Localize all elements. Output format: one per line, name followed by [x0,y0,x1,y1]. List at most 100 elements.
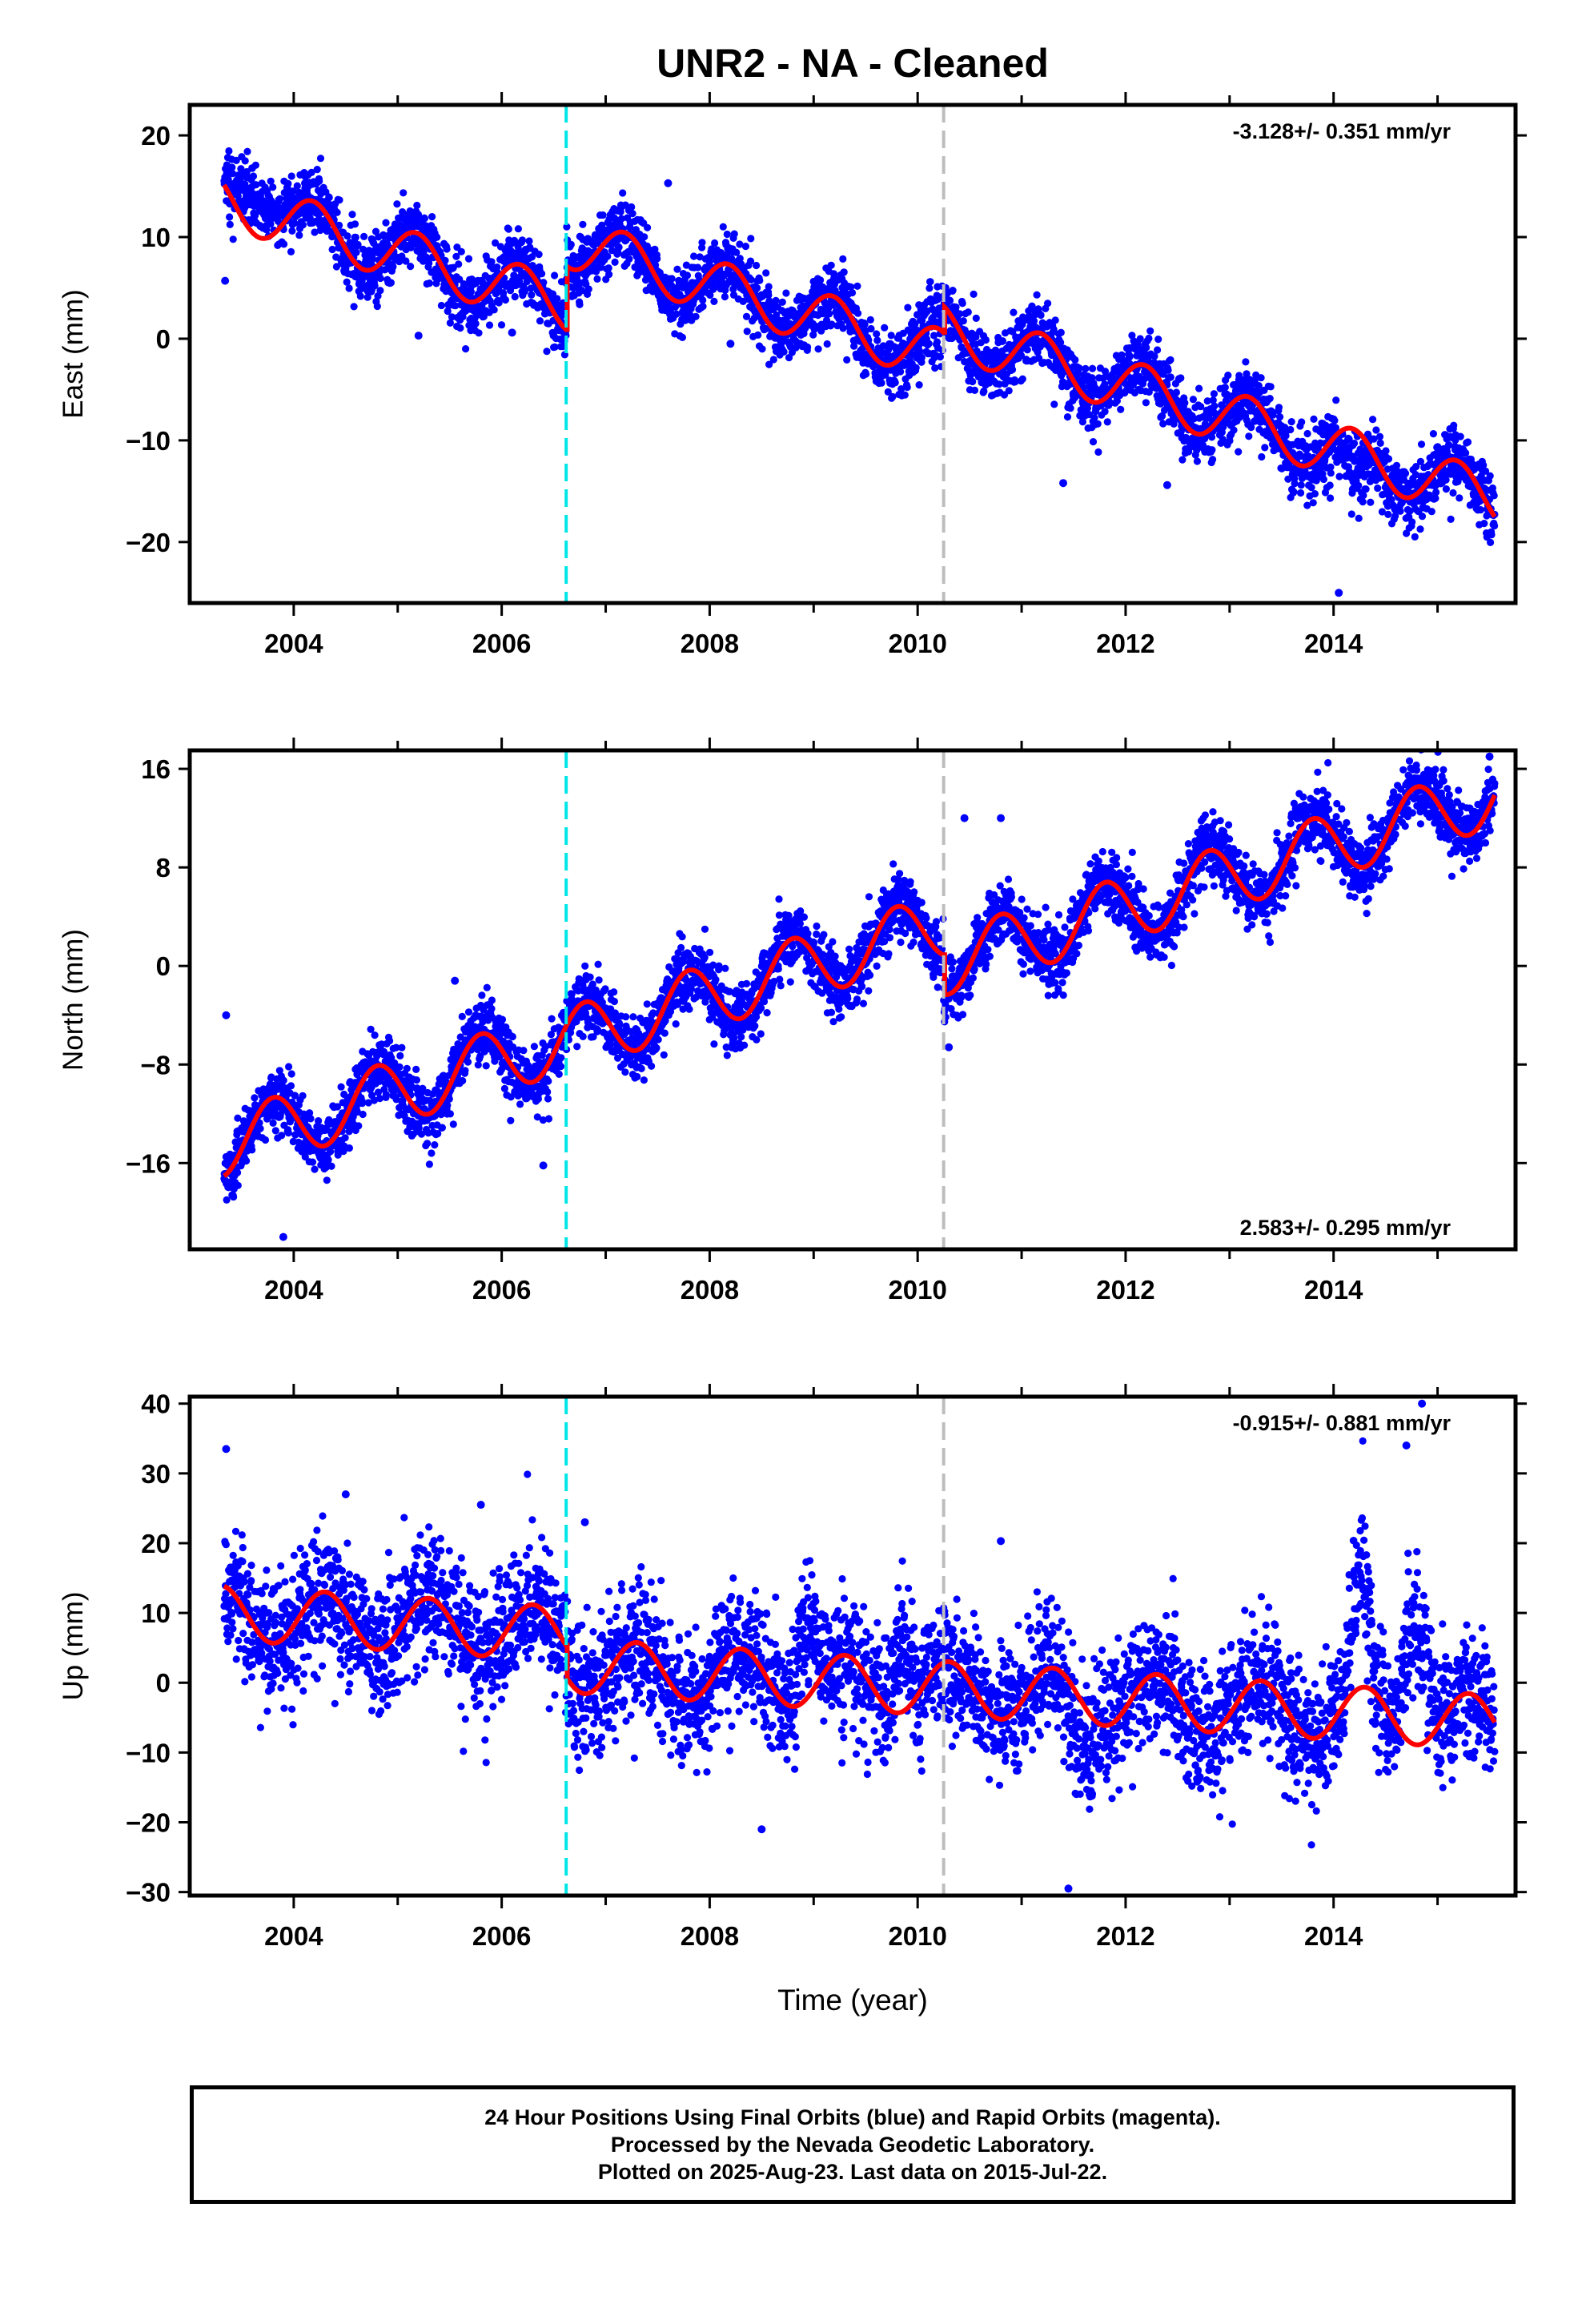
east-data-point [750,314,758,322]
east-data-point [972,314,980,322]
east-data-point [1001,380,1009,388]
north-data-point [398,1043,406,1051]
north-data-point [279,1076,287,1084]
east-data-point [653,255,661,263]
east-x-tick-label: 2004 [264,629,323,658]
east-data-point [1050,325,1058,333]
east-data-point [1374,485,1382,493]
east-data-point [1146,327,1154,335]
east-data-point [1142,344,1150,352]
north-data-point [271,1127,279,1135]
north-data-point [364,1099,372,1107]
east-data-point [315,177,323,185]
east-data-point [1178,456,1186,464]
east-data-point [291,219,299,227]
east-data-point [1383,502,1392,510]
east-data-point [699,296,707,304]
east-data-point [982,336,990,344]
east-data-point [448,313,456,321]
north-data-point [445,1095,453,1103]
east-data-point [671,303,680,311]
east-data-point [765,283,773,291]
east-data-point [973,347,981,355]
east-data-point [446,319,455,327]
east-data-point [915,381,923,389]
east-data-point [933,338,942,346]
east-data-point [1327,494,1335,502]
east-data-point [511,292,519,301]
east-data-point [579,220,587,228]
north-data-point [341,1134,349,1142]
east-data-point [1189,396,1197,404]
east-data-point [501,296,510,304]
east-data-point [455,260,463,268]
east-data-point [1367,498,1375,506]
east-data-point [1083,404,1091,412]
east-data-point [1456,432,1464,440]
east-outlier-point [664,179,673,187]
east-data-point [456,324,464,332]
north-data-point [299,1092,307,1100]
east-data-point [673,310,681,318]
east-y-tick-label: −20 [126,528,171,557]
east-data-point [926,278,934,286]
east-data-point [1298,418,1306,426]
east-model-curve [222,183,1497,518]
east-data-point [917,354,926,362]
east-data-point [780,348,788,356]
east-data-point [604,264,612,272]
east-data-point [400,189,408,197]
east-data-point [295,231,303,239]
east-data-point [414,211,423,219]
north-data-point [428,1149,436,1157]
north-data-point [392,1096,400,1104]
east-data-point [747,235,755,243]
east-data-point [651,245,659,253]
north-data-point [287,1070,295,1078]
east-data-point [926,284,934,292]
east-data-point [1276,413,1284,421]
east-data-point [224,175,232,183]
east-data-point [251,161,259,169]
east-data-point [288,227,296,235]
east-outlier-point [1335,589,1343,597]
east-data-point [1442,485,1450,493]
east-data-point [1267,383,1275,391]
east-data-point [814,345,822,353]
north-data-point [417,1130,426,1138]
north-data-point [261,1136,270,1144]
east-data-point [753,261,761,270]
east-data-point [1136,335,1144,343]
east-outlier-point [726,340,735,348]
east-data-point [1209,396,1217,404]
east-data-point [576,300,584,308]
north-data-point [382,1091,390,1099]
east-data-point [428,213,436,221]
east-data-point [456,275,464,283]
east-data-point [753,284,761,292]
east-data-point [1378,508,1386,516]
east-data-point [1487,538,1495,547]
east-data-point [459,312,467,321]
east-data-point [1310,415,1318,424]
north-data-point [315,1117,323,1125]
east-data-point [593,275,601,283]
east-data-point [1103,418,1111,426]
east-data-point [904,304,912,312]
east-data-point [1359,498,1367,506]
north-data-point [358,1100,366,1108]
east-data-point [1452,436,1460,444]
east-data-point [538,270,546,278]
east-data-point [881,324,889,332]
east-data-point [720,271,729,279]
east-data-point [485,321,494,329]
north-data-point [327,1162,335,1170]
north-data-point [324,1156,332,1164]
east-data-point [1429,430,1437,438]
east-data-point [1392,461,1401,469]
east-data-point [843,356,851,364]
north-data-point [269,1119,277,1127]
north-data-point [334,1151,342,1159]
